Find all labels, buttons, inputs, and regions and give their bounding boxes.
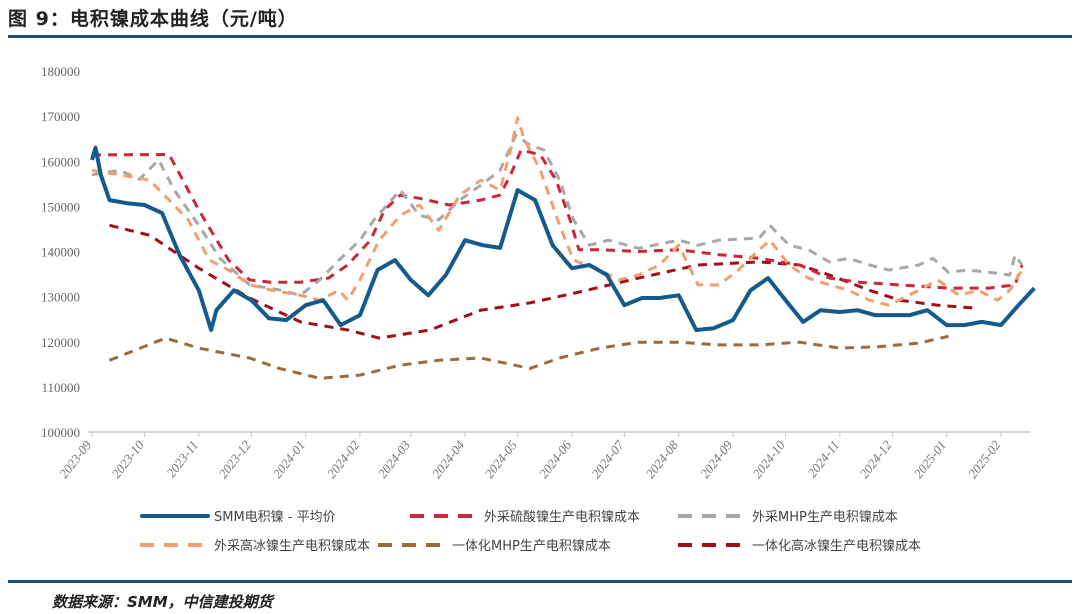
x-tick-label: 2024-03 xyxy=(375,437,414,481)
x-tick-label: 2024-10 xyxy=(749,437,788,481)
x-axis-ticks: 2023-09 2023-10 2023-11 2023-12 2024-01 2024-… xyxy=(56,432,1004,481)
y-tick-label: 160000 xyxy=(41,154,80,169)
legend-item-integrated-mhp: 一体化MHP生产电积镍成本 xyxy=(378,535,611,554)
legend-label: 外采硫酸镍生产电积镍成本 xyxy=(484,510,641,525)
legend-label: 一体化高冰镍生产电积镍成本 xyxy=(752,539,922,554)
y-tick-label: 110000 xyxy=(41,380,80,395)
legend-item-mhp: 外采MHP生产电积镍成本 xyxy=(678,506,898,525)
series-line-0 xyxy=(90,145,1036,332)
x-tick-label: 2023-09 xyxy=(56,437,95,481)
y-tick-label: 100000 xyxy=(41,425,80,440)
x-tick-label: 2024-05 xyxy=(481,437,520,481)
legend-label: SMM电积镍 - 平均价 xyxy=(214,510,336,525)
x-tick-label: 2025-01 xyxy=(911,438,950,481)
x-tick-label: 2024-04 xyxy=(429,437,468,481)
legend-label: 外采MHP生产电积镍成本 xyxy=(752,510,898,525)
series-line-3 xyxy=(91,116,1024,307)
y-tick-label: 140000 xyxy=(41,245,80,260)
y-tick-label: 150000 xyxy=(41,199,80,214)
legend-swatch xyxy=(410,513,480,518)
source-note: 数据来源：SMM，中信建投期货 xyxy=(52,593,273,611)
legend-label: 外采高冰镍生产电积镍成本 xyxy=(214,539,371,554)
series-line-5 xyxy=(109,223,979,340)
legend-swatch xyxy=(140,513,210,518)
x-tick-label: 2023-12 xyxy=(215,437,254,481)
legend-item-integrated-matte: 一体化高冰镍生产电积镍成本 xyxy=(678,535,921,554)
x-tick-label: 2024-02 xyxy=(324,437,363,481)
figure-title: 图 9：电积镍成本曲线（元/吨） xyxy=(8,8,298,30)
x-tick-label: 2023-11 xyxy=(163,438,201,481)
x-tick-label: 2024-07 xyxy=(588,437,627,481)
footer-divider xyxy=(8,580,1072,583)
y-tick-label: 120000 xyxy=(41,335,80,350)
legend-swatch xyxy=(140,542,210,547)
legend-label: 一体化MHP生产电积镍成本 xyxy=(452,539,611,554)
x-tick-label: 2023-10 xyxy=(108,437,147,481)
x-tick-label: 2024-12 xyxy=(856,437,895,481)
x-tick-label: 2024-08 xyxy=(643,437,682,481)
legend-swatch xyxy=(378,542,448,547)
x-tick-label: 2024-09 xyxy=(697,437,736,481)
title-divider xyxy=(8,35,1072,38)
legend-swatch xyxy=(678,542,748,547)
legend-item-matte: 外采高冰镍生产电积镍成本 xyxy=(140,535,370,554)
x-tick-label: 2024-01 xyxy=(270,438,309,481)
y-tick-label: 180000 xyxy=(41,64,80,79)
x-tick-label: 2024-11 xyxy=(804,438,842,481)
series-lines xyxy=(90,116,1036,380)
y-axis-ticks: 100000 110000 120000 130000 140000 150000 1600… xyxy=(41,64,80,440)
y-tick-label: 170000 xyxy=(41,109,80,124)
y-tick-label: 130000 xyxy=(41,290,80,305)
legend-swatch xyxy=(678,513,748,518)
x-tick-label: 2024-06 xyxy=(536,437,575,481)
x-tick-label: 2025-02 xyxy=(965,437,1004,481)
legend-item-sulfate: 外采硫酸镍生产电积镍成本 xyxy=(410,506,640,525)
legend-item-smm-price: SMM电积镍 - 平均价 xyxy=(140,506,336,525)
series-line-4 xyxy=(108,334,949,380)
